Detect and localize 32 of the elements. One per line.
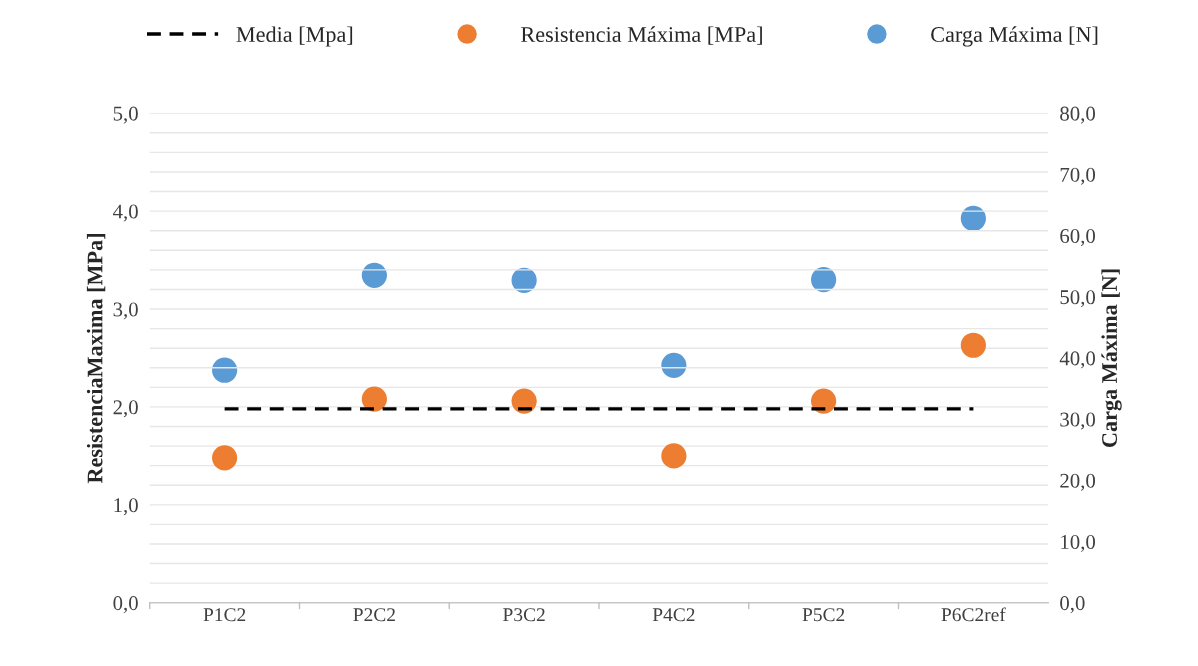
- y-tick-label: 0,0: [113, 596, 138, 614]
- y2-tick-label: 20,0: [1060, 473, 1096, 491]
- point: [212, 445, 238, 471]
- x-tick-label: P4C2: [652, 608, 695, 622]
- legend-label: Resistencia Máxima [MPa]: [521, 26, 762, 45]
- y2-tick-label: 10,0: [1061, 534, 1096, 552]
- y2-tick-label: 50,0: [1060, 290, 1096, 308]
- y2-tick-label: 60,0: [1060, 228, 1096, 247]
- y-tick-label: 3,0: [113, 302, 138, 320]
- point: [960, 332, 986, 358]
- legend-label: Media [Mpa]: [236, 26, 353, 47]
- y-tick-label: 5,0: [113, 106, 138, 124]
- point: [212, 357, 238, 383]
- y2-axis-title: Carga Máxima [N]: [1101, 269, 1122, 447]
- y2-tick-label: 0,0: [1060, 596, 1085, 614]
- x-tick-label: P1C2: [203, 608, 246, 622]
- point: [361, 386, 387, 412]
- y2-tick-label: 70,0: [1060, 167, 1096, 185]
- x-tick-label: P6C2ref: [941, 607, 1006, 622]
- y-tick-label: 2,0: [113, 400, 138, 418]
- point: [661, 352, 687, 378]
- point: [661, 443, 687, 469]
- y-axis-title: ResistenciaMaxima [MPa]: [86, 234, 106, 484]
- y2-tick-label: 30,0: [1060, 412, 1096, 430]
- y-tick-label: 1,0: [114, 498, 138, 516]
- y2-tick-label: 80,0: [1060, 106, 1096, 124]
- y2-tick-label: 40,0: [1059, 351, 1096, 369]
- x-tick-label: P2C2: [353, 608, 395, 622]
- y-tick-label: 4,0: [113, 204, 138, 222]
- x-tick-label: P5C2: [802, 608, 845, 622]
- x-tick-label: P3C2: [503, 608, 545, 622]
- legend-label: Carga Máxima [N]: [931, 26, 1098, 47]
